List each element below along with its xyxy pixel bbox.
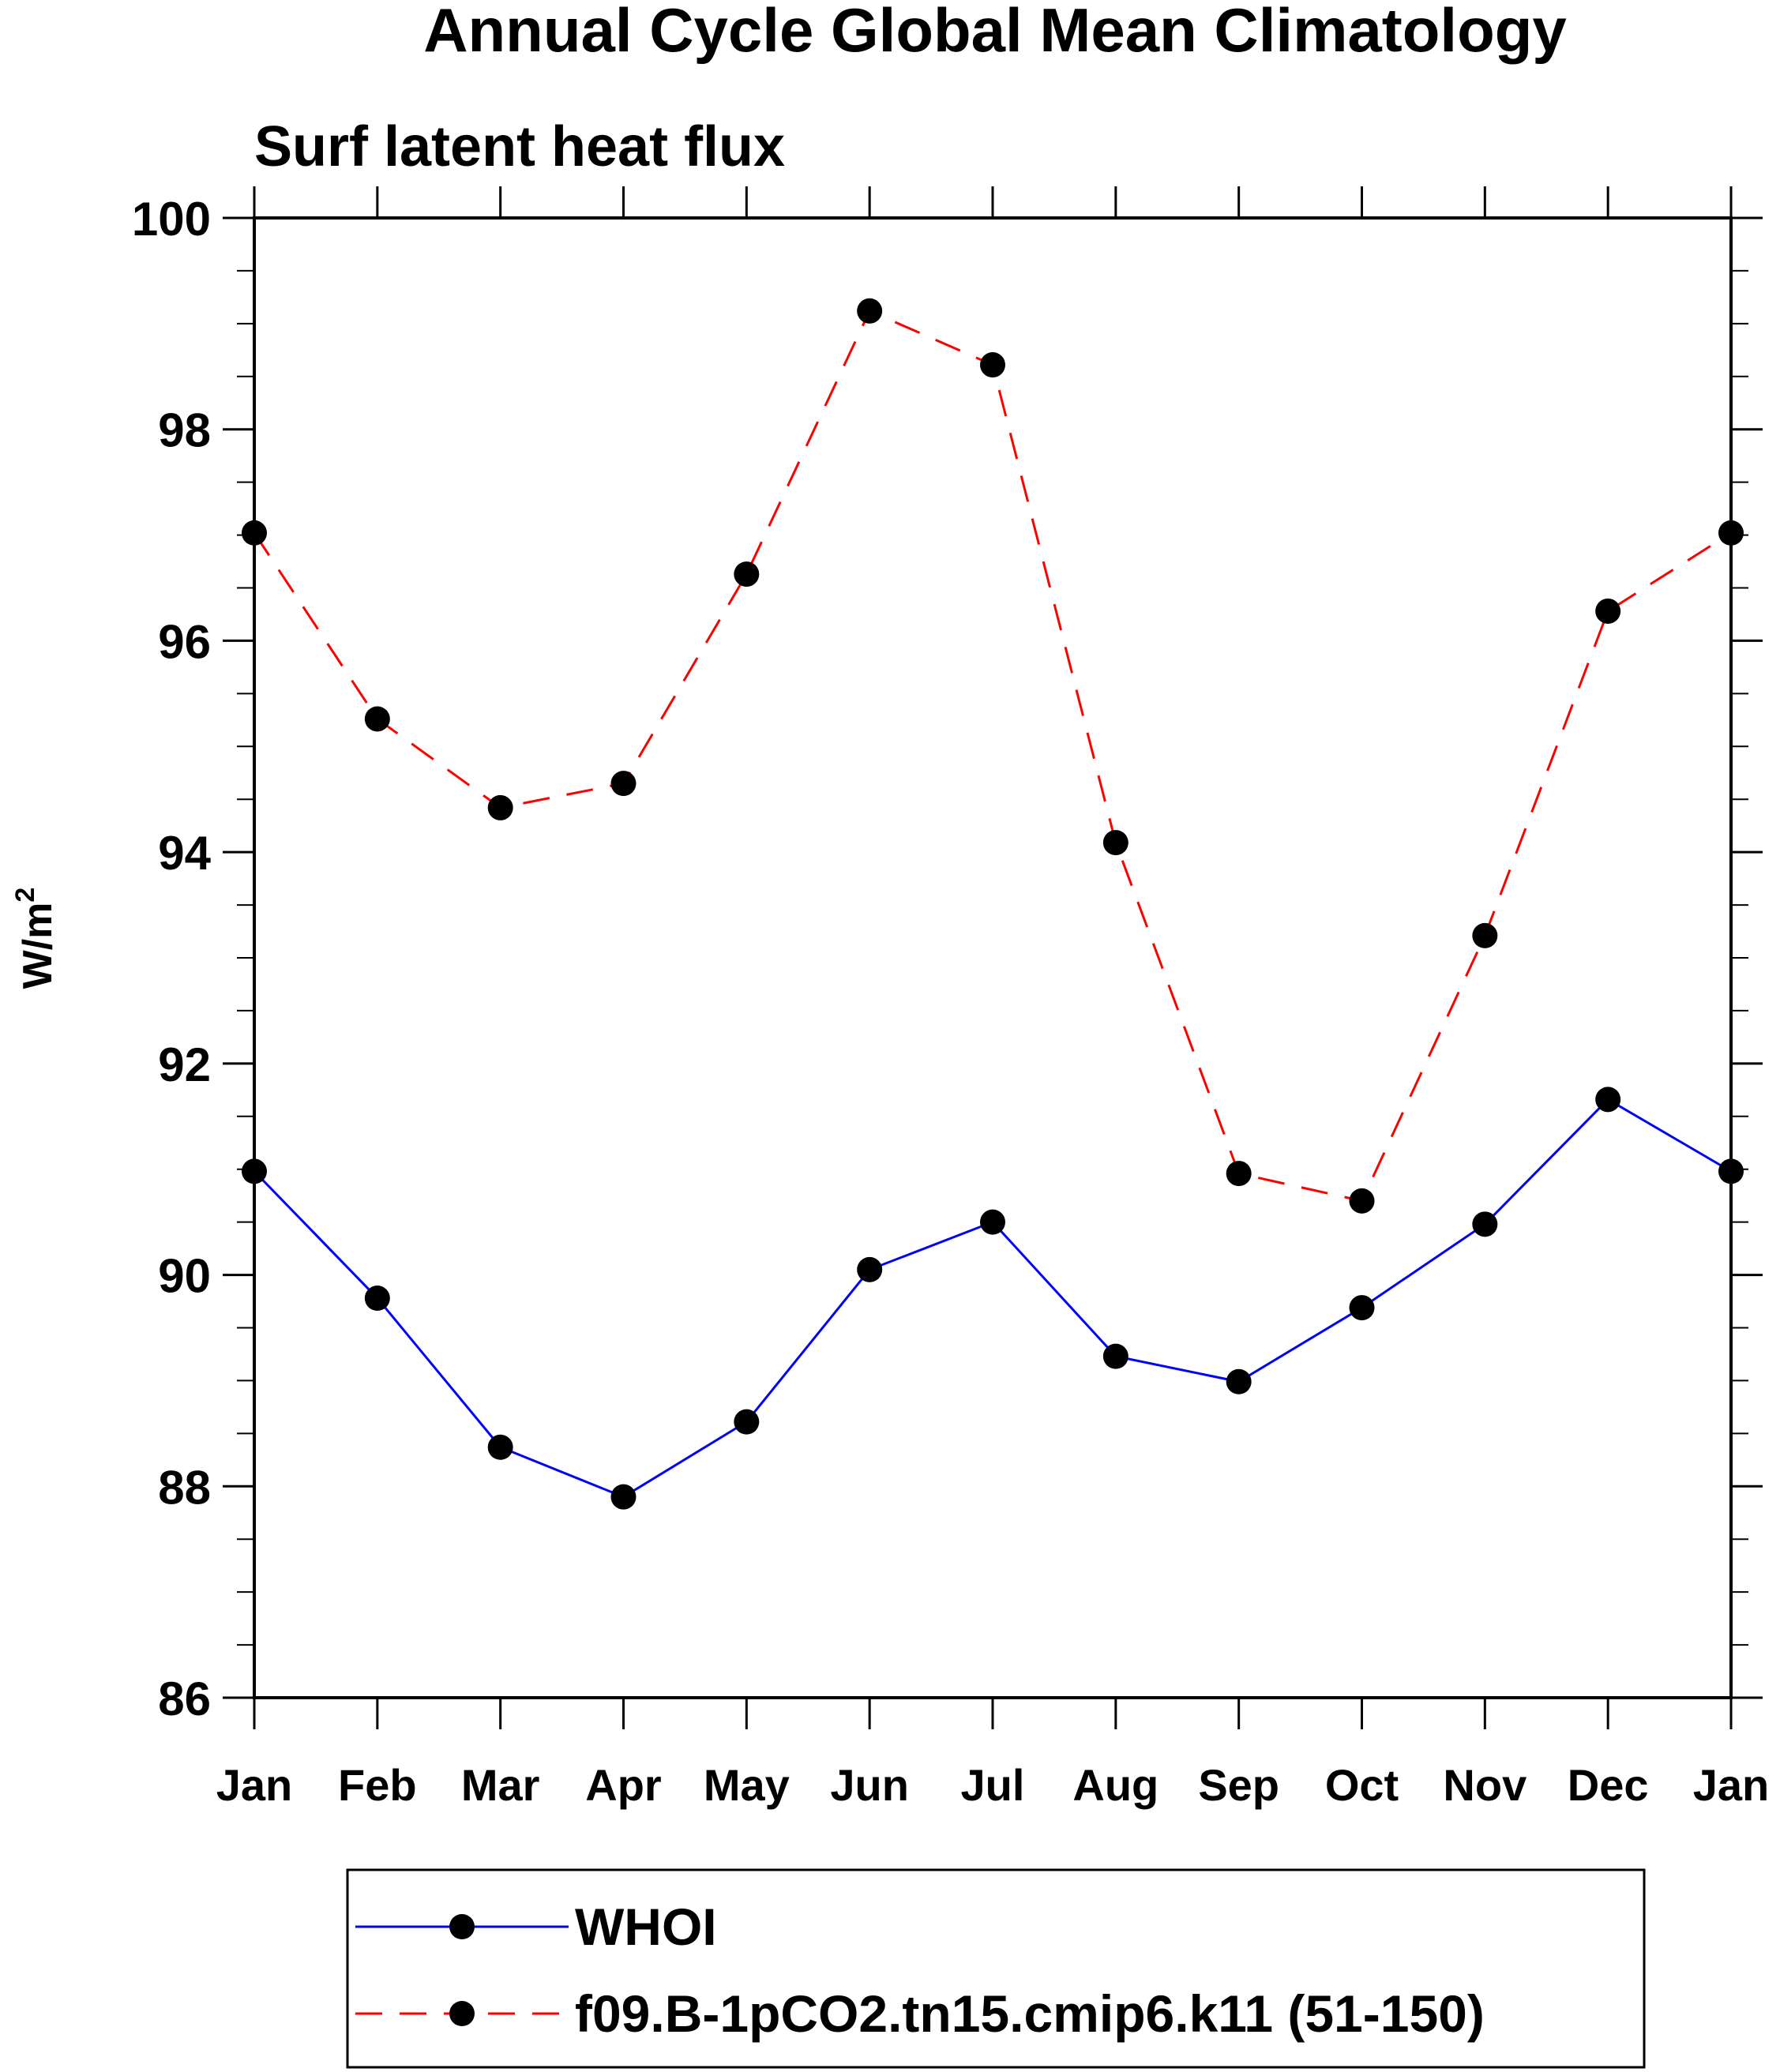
data-point <box>980 352 1005 378</box>
y-tick-label: 100 <box>132 193 211 246</box>
series-1 <box>242 298 1744 1214</box>
y-tick-label: 92 <box>158 1038 211 1091</box>
legend-box <box>346 1868 1646 2069</box>
y-tick-label: 86 <box>158 1672 211 1725</box>
y-tick-label: 96 <box>158 615 211 668</box>
series-line <box>253 309 1732 1203</box>
x-tick-label: Dec <box>1568 1760 1649 1810</box>
data-point <box>734 561 760 587</box>
data-point <box>1349 1188 1375 1214</box>
y-tick-label: 98 <box>158 404 211 457</box>
x-tick-label: Feb <box>338 1760 417 1810</box>
data-point <box>487 794 513 820</box>
legend-marker-whoi <box>449 1914 475 1939</box>
data-point <box>364 1286 390 1312</box>
data-point <box>487 1434 513 1460</box>
y-tick-label: 90 <box>158 1250 211 1303</box>
y-tick-label: 94 <box>158 827 211 880</box>
data-point <box>1595 1087 1621 1113</box>
y-axis-label-superscript: 2 <box>10 888 40 903</box>
legend-label-model: f09.B-1pCO2.tn15.cmip6.k11 (51-150) <box>575 1984 1485 2043</box>
x-tick-label: May <box>704 1760 790 1810</box>
legend-label-whoi: WHOI <box>575 1897 717 1956</box>
data-point <box>1102 830 1128 856</box>
legend: WHOI f09.B-1pCO2.tn15.cmip6.k11 (51-150) <box>346 1868 1646 2069</box>
series-line <box>253 1098 1732 1499</box>
data-point <box>857 298 883 324</box>
data-point <box>857 1256 883 1282</box>
x-tick-label: Jun <box>830 1760 909 1810</box>
x-tick-label: Mar <box>461 1760 540 1810</box>
data-point <box>1102 1343 1128 1369</box>
plot-frame <box>253 216 1733 1699</box>
data-point <box>610 1484 637 1510</box>
x-tick-label: Jul <box>961 1760 1025 1810</box>
legend-entry-whoi: WHOI <box>355 1897 717 1956</box>
x-tick-label: Jan <box>1693 1760 1770 1810</box>
x-tick-label: Apr <box>585 1760 661 1810</box>
data-point <box>1595 598 1621 624</box>
chart-subtitle: Surf latent heat flux <box>254 115 785 178</box>
x-tick-label: Aug <box>1072 1760 1159 1810</box>
y-tick-label: 88 <box>158 1461 211 1514</box>
x-tick-label: Jan <box>216 1760 293 1810</box>
y-axis-label: W/m2 <box>10 888 61 989</box>
x-tick-label: Oct <box>1325 1760 1399 1810</box>
data-point <box>364 706 390 732</box>
data-point <box>1226 1368 1252 1394</box>
data-point <box>610 771 637 797</box>
x-tick-label: Sep <box>1198 1760 1279 1810</box>
x-tick-label: Nov <box>1443 1760 1527 1810</box>
legend-entry-model: f09.B-1pCO2.tn15.cmip6.k11 (51-150) <box>355 1984 1485 2043</box>
legend-marker-model <box>449 2001 475 2026</box>
data-point <box>734 1409 760 1435</box>
data-point <box>980 1209 1005 1235</box>
plot-series <box>242 298 1744 1510</box>
chart-title: Annual Cycle Global Mean Climatology <box>423 0 1567 65</box>
data-point <box>1472 1211 1498 1237</box>
y-axis-label-base: W/m <box>15 903 61 989</box>
data-point <box>1472 922 1498 948</box>
data-point <box>1226 1161 1252 1187</box>
data-point <box>1349 1295 1375 1321</box>
series-0 <box>242 1087 1744 1510</box>
axes: 86 88 90 92 94 96 98 100 Jan Feb Mar Apr May Jun Jul Au… <box>132 186 1769 1810</box>
